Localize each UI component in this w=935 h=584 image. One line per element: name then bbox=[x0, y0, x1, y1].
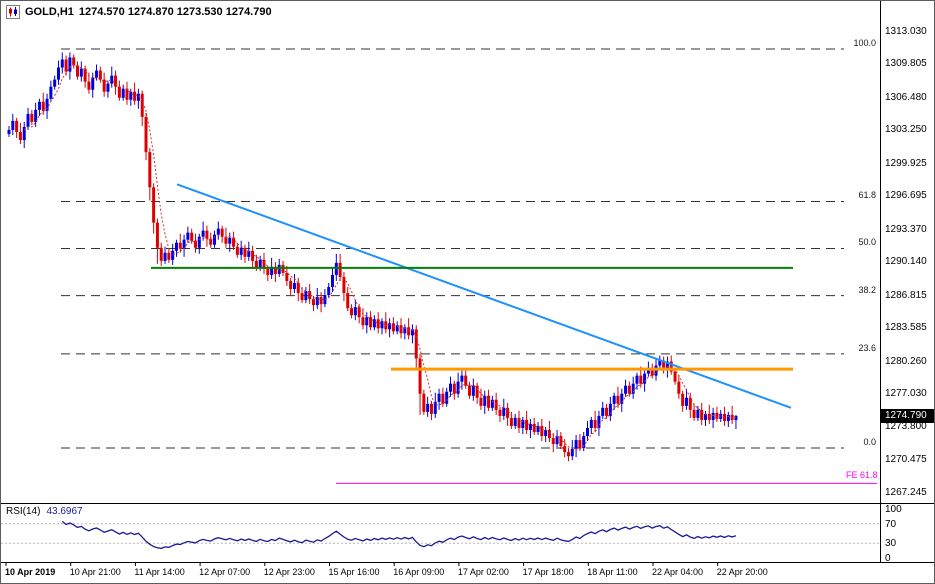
rsi-name: RSI(14) bbox=[6, 506, 41, 517]
price-axis-label: 1286.815 bbox=[885, 289, 927, 301]
descending-trendline[interactable] bbox=[176, 183, 792, 409]
price-axis-label: 1296.695 bbox=[885, 190, 927, 202]
chart-header: GOLD,H1 1274.570 1274.870 1273.530 1274.… bbox=[6, 5, 272, 19]
price-axis-label: 1293.370 bbox=[885, 223, 927, 235]
price-axis[interactable]: 1313.030 1309.805 1306.480 1303.250 1299.925… bbox=[882, 1, 934, 562]
fe-level-label: FE 61.8 bbox=[846, 470, 878, 481]
price-axis-label: 1306.480 bbox=[885, 91, 927, 103]
price-axis-label: 1290.140 bbox=[885, 256, 927, 268]
price-axis-label: 1273.800 bbox=[885, 420, 927, 432]
time-axis[interactable]: 10 Apr 2019 10 Apr 21:00 11 Apr 14:00 12 Ap… bbox=[1, 564, 934, 583]
current-price-badge: 1274.790 bbox=[881, 409, 934, 423]
time-axis-label: 12 Apr 23:00 bbox=[263, 567, 315, 577]
price-axis-label: 1270.475 bbox=[885, 454, 927, 466]
rsi-scale-label: 70 bbox=[885, 518, 897, 530]
ma-dashed-line bbox=[23, 63, 736, 450]
time-axis-label: 11 Apr 14:00 bbox=[134, 567, 185, 577]
rsi-scale[interactable]: 100 70 30 0 bbox=[882, 1, 934, 583]
time-axis-label: 17 Apr 18:00 bbox=[522, 567, 574, 577]
rsi-scale-label: 0 bbox=[885, 553, 891, 564]
price-axis-label: 1277.030 bbox=[885, 388, 927, 400]
time-axis-label: 16 Apr 09:00 bbox=[393, 567, 445, 577]
time-axis-label: 15 Apr 16:00 bbox=[328, 567, 380, 577]
time-axis-label: 22 Apr 20:00 bbox=[716, 567, 768, 577]
price-axis-label: 1267.245 bbox=[885, 486, 927, 498]
price-axis-label: 1299.925 bbox=[885, 157, 927, 169]
time-axis-label: 18 Apr 11:00 bbox=[587, 567, 638, 577]
rsi-value: 43.6967 bbox=[46, 506, 83, 517]
candlestick-chart-icon bbox=[6, 5, 20, 19]
candlestick-series bbox=[7, 52, 738, 462]
price-axis-label: 1283.585 bbox=[885, 322, 927, 334]
price-axis-label: 1313.030 bbox=[885, 26, 927, 37]
price-axis-label: 1309.805 bbox=[885, 58, 927, 70]
time-axis-label: 17 Apr 02:00 bbox=[457, 567, 509, 577]
symbol-timeframe-label: GOLD,H1 bbox=[25, 6, 74, 18]
time-axis-label: 22 Apr 04:00 bbox=[652, 567, 704, 577]
ohlc-readout: 1274.570 1274.870 1273.530 1274.790 bbox=[78, 6, 272, 18]
rsi-indicator-label: RSI(14) 43.6967 bbox=[6, 506, 83, 517]
time-axis-label: 10 Apr 2019 bbox=[5, 567, 56, 577]
rsi-scale-label: 100 bbox=[885, 504, 902, 515]
time-axis-label: 12 Apr 07:00 bbox=[199, 567, 251, 577]
price-axis-label: 1280.260 bbox=[885, 355, 927, 367]
price-axis-label: 1303.250 bbox=[885, 124, 927, 136]
rsi-scale-label: 30 bbox=[885, 538, 897, 550]
time-axis-label: 10 Apr 21:00 bbox=[69, 567, 121, 577]
rsi-line bbox=[61, 520, 737, 550]
